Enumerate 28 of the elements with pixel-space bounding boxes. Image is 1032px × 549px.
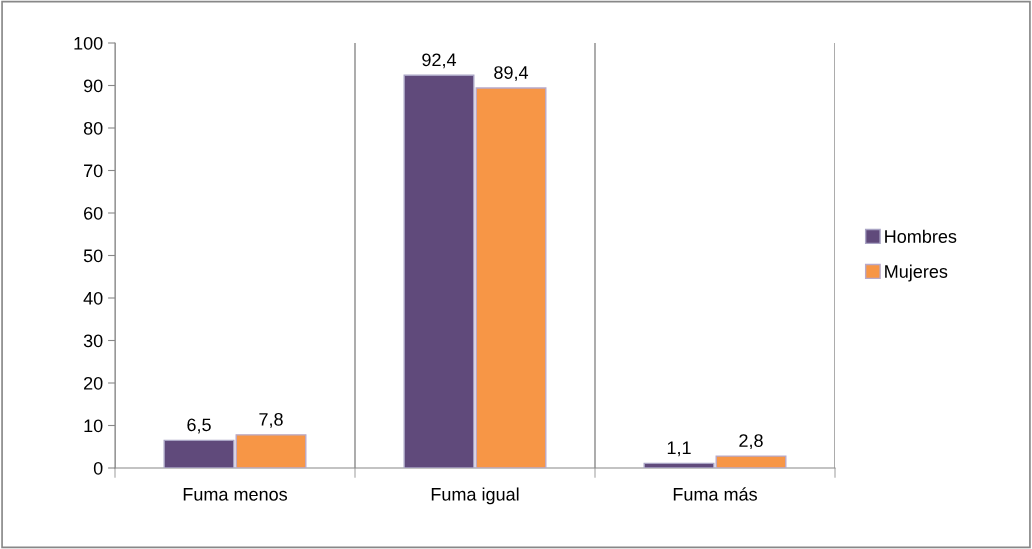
x-tick-label: Fuma igual: [431, 487, 519, 505]
bar: [235, 434, 307, 468]
data-label: 92,4: [422, 53, 457, 69]
y-tick-label: 50: [83, 249, 103, 263]
x-tick-label: Fuma más: [673, 487, 757, 501]
legend-label: Hombres: [885, 229, 957, 243]
x-tick-label: Fuma menos: [183, 488, 288, 501]
data-label: 2,8: [739, 434, 763, 450]
data-label: 1,1: [667, 441, 691, 457]
bar: [475, 87, 547, 468]
y-tick-label: 80: [83, 121, 103, 135]
bar: [715, 455, 787, 468]
legend-label: Mujeres: [885, 264, 948, 282]
y-tick-label: 30: [83, 334, 103, 348]
y-tick-label: 90: [83, 79, 103, 93]
y-tick-label: 10: [84, 419, 103, 433]
y-tick-label: 20: [84, 376, 103, 390]
y-tick-label: 70: [84, 164, 103, 178]
data-label: 7,8: [259, 412, 283, 428]
y-tick-label: 60: [84, 206, 103, 220]
bar: [403, 74, 475, 468]
bar: [643, 462, 715, 468]
y-tick-label: 40: [83, 291, 103, 305]
bar: [163, 439, 235, 468]
y-tick-label: 0: [93, 461, 103, 475]
y-tick-label: 100: [74, 36, 103, 50]
data-label: 6,5: [187, 418, 211, 434]
data-label: 89,4: [494, 66, 529, 82]
